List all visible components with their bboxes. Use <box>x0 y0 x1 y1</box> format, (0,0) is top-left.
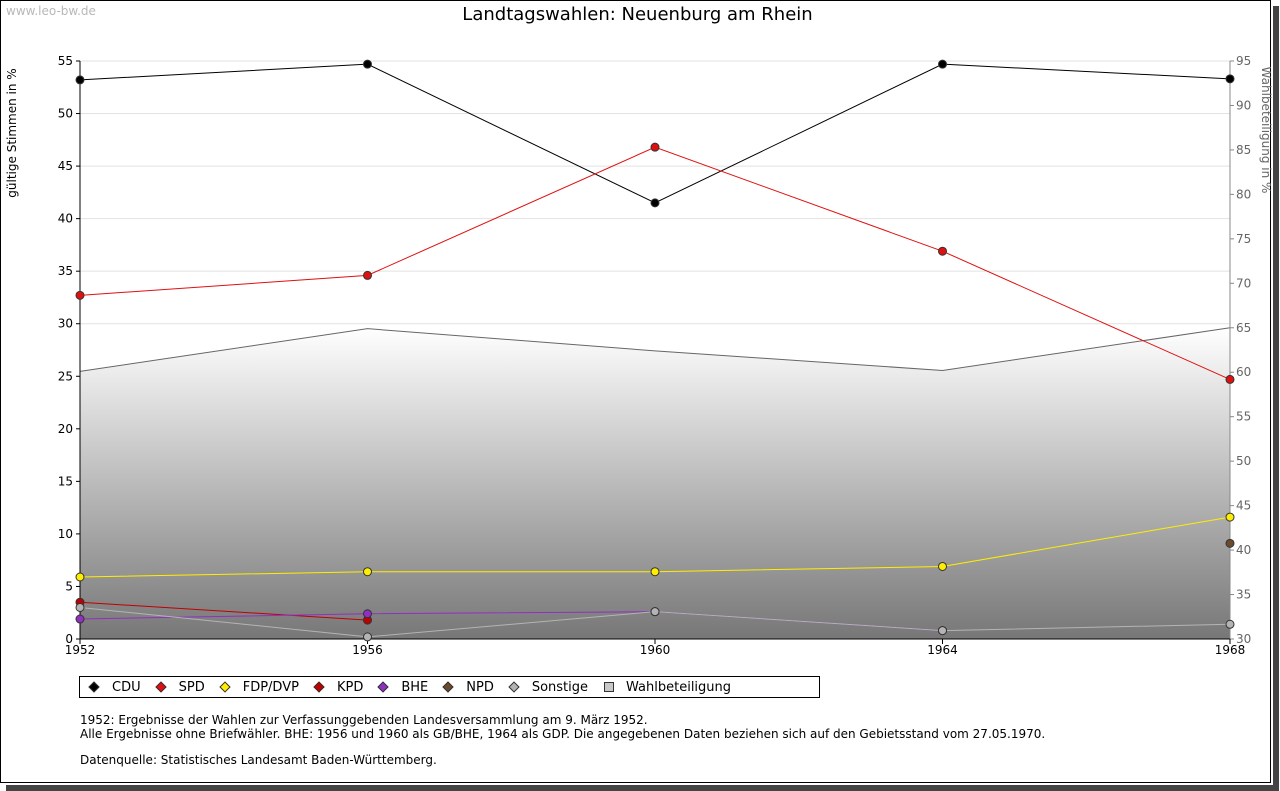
x-tick-label: 1956 <box>352 643 383 657</box>
y2-tick-label: 55 <box>1236 410 1251 424</box>
y-tick-label: 25 <box>58 369 73 383</box>
legend-item-cdu: CDU <box>88 679 141 695</box>
watermark: www.leo-bw.de <box>6 4 96 18</box>
y2-tick-label: 45 <box>1236 499 1251 513</box>
sonstige-point <box>363 632 372 642</box>
y2-tick-label: 40 <box>1236 543 1251 557</box>
sonstige-point <box>1225 619 1235 629</box>
legend-item-fdp-dvp: FDP/DVP <box>219 679 299 695</box>
spd-point <box>75 290 85 300</box>
legend-marker-wahlbeteiligung <box>604 682 615 692</box>
legend-label: CDU <box>112 679 141 695</box>
kpd-line <box>79 601 368 621</box>
legend-item-bhe: BHE <box>377 679 429 695</box>
x-tick-label: 1952 <box>65 643 96 657</box>
fdp-dvp-point <box>363 567 372 577</box>
y2-tick-label: 50 <box>1236 454 1251 468</box>
turnout-area <box>79 327 1231 639</box>
spd-point <box>938 246 947 256</box>
legend-item-wahlbeteiligung: Wahlbeteiligung <box>604 680 731 695</box>
y-tick-label: 20 <box>58 422 73 436</box>
chart-legend: CDU SPD FDP/DVP KPD BHE NPD Sonstige Wahlbeteil… <box>79 676 820 698</box>
y-tick-label: 0 <box>65 632 73 646</box>
y-tick-label: 45 <box>58 159 73 173</box>
legend-item-kpd: KPD <box>313 679 364 695</box>
legend-marker-bhe <box>377 681 389 693</box>
y-tick-label: 50 <box>58 107 73 121</box>
y2-axis-title: Wahlbeteiligung in % <box>1259 67 1273 194</box>
legend-label: Sonstige <box>531 679 589 695</box>
x-tick-label: 1968 <box>1215 643 1246 657</box>
y2-tick-label: 70 <box>1236 276 1251 290</box>
series-markers <box>75 59 1235 642</box>
fdp-dvp-point <box>650 567 660 577</box>
y2-tick-label: 30 <box>1236 632 1251 646</box>
legend-marker-fdp-dvp <box>219 681 231 693</box>
y2-tick-label: 60 <box>1236 365 1251 379</box>
legend-label: BHE <box>401 679 429 695</box>
legend-label: NPD <box>466 679 494 695</box>
spd-point <box>1225 374 1235 384</box>
note-line-2: Alle Ergebnisse ohne Briefwähler. BHE: 1… <box>80 727 1046 741</box>
y-tick-label: 55 <box>58 54 73 68</box>
y2-tick-label: 85 <box>1236 143 1251 157</box>
y-axis-title: gültige Stimmen in % <box>5 68 19 197</box>
y-tick-label: 40 <box>58 212 73 226</box>
turnout-line <box>79 327 1231 372</box>
y2-tick-label: 35 <box>1236 588 1251 602</box>
legend-marker-cdu <box>88 681 100 693</box>
legend-item-sonstige: Sonstige <box>508 679 589 695</box>
cdu-point <box>363 59 372 69</box>
frame-shadow-right <box>1273 6 1279 789</box>
npd-point <box>1225 538 1235 548</box>
legend-marker-sonstige <box>508 681 520 693</box>
fdp-dvp-point <box>938 561 947 571</box>
cdu-point <box>650 198 660 208</box>
cdu-point <box>75 75 85 85</box>
fdp-dvp-point <box>1225 512 1235 522</box>
legend-label: FDP/DVP <box>242 679 299 695</box>
bhe-point <box>363 609 372 619</box>
legend-item-npd: NPD <box>442 679 494 695</box>
spd-line <box>79 146 1231 380</box>
legend-label: KPD <box>336 679 364 695</box>
legend-label: Wahlbeteiligung <box>626 679 732 695</box>
turnout-area-fill <box>80 327 1230 639</box>
x-tick-label: 1964 <box>927 643 958 657</box>
fdp-dvp-point <box>75 572 85 582</box>
legend-marker-kpd <box>313 681 325 693</box>
y-tick-label: 15 <box>58 474 73 488</box>
y2-tick-label: 80 <box>1236 187 1251 201</box>
chart-title: Landtagswahlen: Neuenburg am Rhein <box>462 4 813 25</box>
sonstige-point <box>938 626 947 636</box>
sonstige-point <box>75 602 85 612</box>
axis-labels: 0 5 10 15 20 25 30 35 40 45 50 55 30 35 40 45 50 55 60 65 70… <box>5 54 1273 657</box>
legend-label: SPD <box>178 679 205 695</box>
y-tick-label: 30 <box>58 317 73 331</box>
cdu-point <box>938 59 947 69</box>
spd-point <box>363 270 372 280</box>
y-tick-label: 35 <box>58 264 73 278</box>
legend-marker-spd <box>154 681 167 693</box>
data-source-note: Datenquelle: Statistisches Landesamt Bad… <box>80 753 437 767</box>
cdu-point <box>1225 74 1235 84</box>
y2-tick-label: 95 <box>1236 54 1251 68</box>
y-tick-label: 5 <box>65 579 73 593</box>
x-tick-label: 1960 <box>640 643 671 657</box>
y2-tick-label: 90 <box>1236 98 1251 112</box>
note-line-1: 1952: Ergebnisse der Wahlen zur Verfassu… <box>80 713 648 727</box>
cdu-line <box>79 63 1231 204</box>
y2-tick-label: 75 <box>1236 232 1251 246</box>
legend-marker-npd <box>442 681 454 693</box>
spd-point <box>650 142 660 152</box>
y2-tick-label: 65 <box>1236 321 1251 335</box>
legend-item-spd: SPD <box>154 679 205 695</box>
y-tick-label: 10 <box>58 527 73 541</box>
bhe-point <box>75 614 85 624</box>
sonstige-point <box>650 607 660 617</box>
line-chart: 0 5 10 15 20 25 30 35 40 45 50 55 30 35 40 45 50 55 60 65 70… <box>5 54 1273 657</box>
frame-shadow-bottom <box>6 785 1279 791</box>
